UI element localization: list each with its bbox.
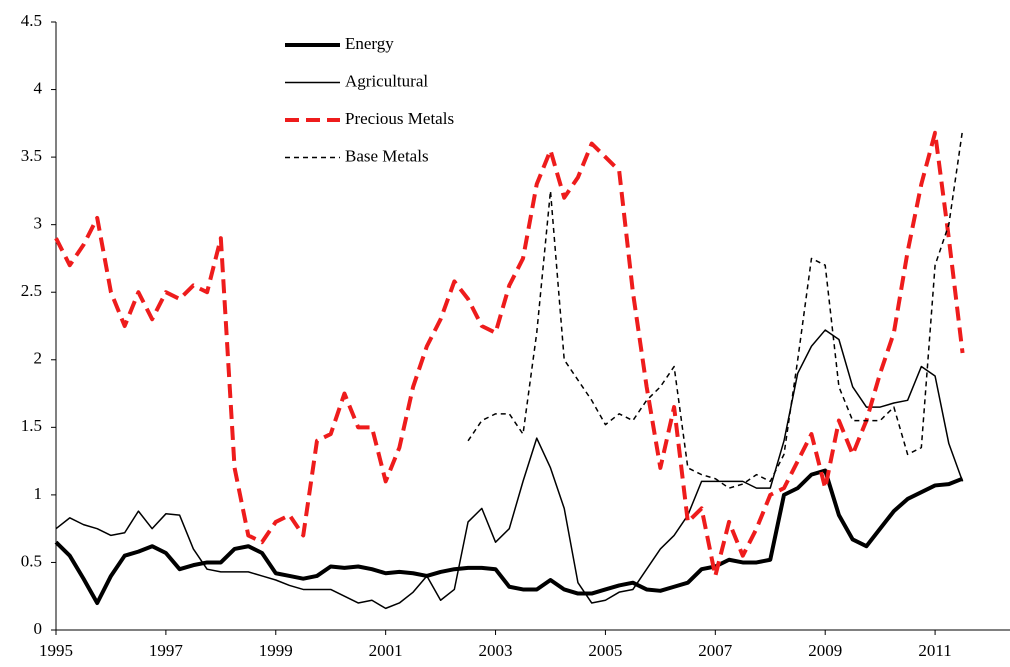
x-tick-label: 2009 bbox=[808, 641, 842, 660]
x-tick-label: 2001 bbox=[369, 641, 403, 660]
y-tick-label: 1.5 bbox=[21, 416, 42, 435]
legend-label: Agricultural bbox=[345, 71, 428, 90]
x-tick-label: 1997 bbox=[149, 641, 184, 660]
x-tick-label: 2007 bbox=[698, 641, 733, 660]
y-tick-label: 4 bbox=[34, 78, 43, 97]
y-tick-label: 0 bbox=[34, 619, 43, 638]
y-tick-label: 1 bbox=[34, 484, 43, 503]
x-tick-label: 2005 bbox=[588, 641, 622, 660]
x-tick-label: 1999 bbox=[259, 641, 293, 660]
series-line bbox=[467, 129, 964, 489]
legend-label: Base Metals bbox=[345, 146, 429, 165]
series-line bbox=[54, 468, 964, 605]
legend-label: Energy bbox=[345, 34, 394, 53]
y-tick-label: 0.5 bbox=[21, 551, 42, 570]
x-tick-label: 2003 bbox=[479, 641, 513, 660]
x-tick-label: 1995 bbox=[39, 641, 73, 660]
y-tick-label: 4.5 bbox=[21, 11, 42, 30]
series-line bbox=[55, 329, 964, 610]
legend-label: Precious Metals bbox=[345, 109, 454, 128]
series-line bbox=[54, 130, 965, 578]
y-tick-label: 2.5 bbox=[21, 281, 42, 300]
y-tick-label: 3 bbox=[34, 214, 43, 233]
x-tick-label: 2011 bbox=[918, 641, 951, 660]
y-tick-label: 2 bbox=[34, 349, 43, 368]
y-tick-label: 3.5 bbox=[21, 146, 42, 165]
